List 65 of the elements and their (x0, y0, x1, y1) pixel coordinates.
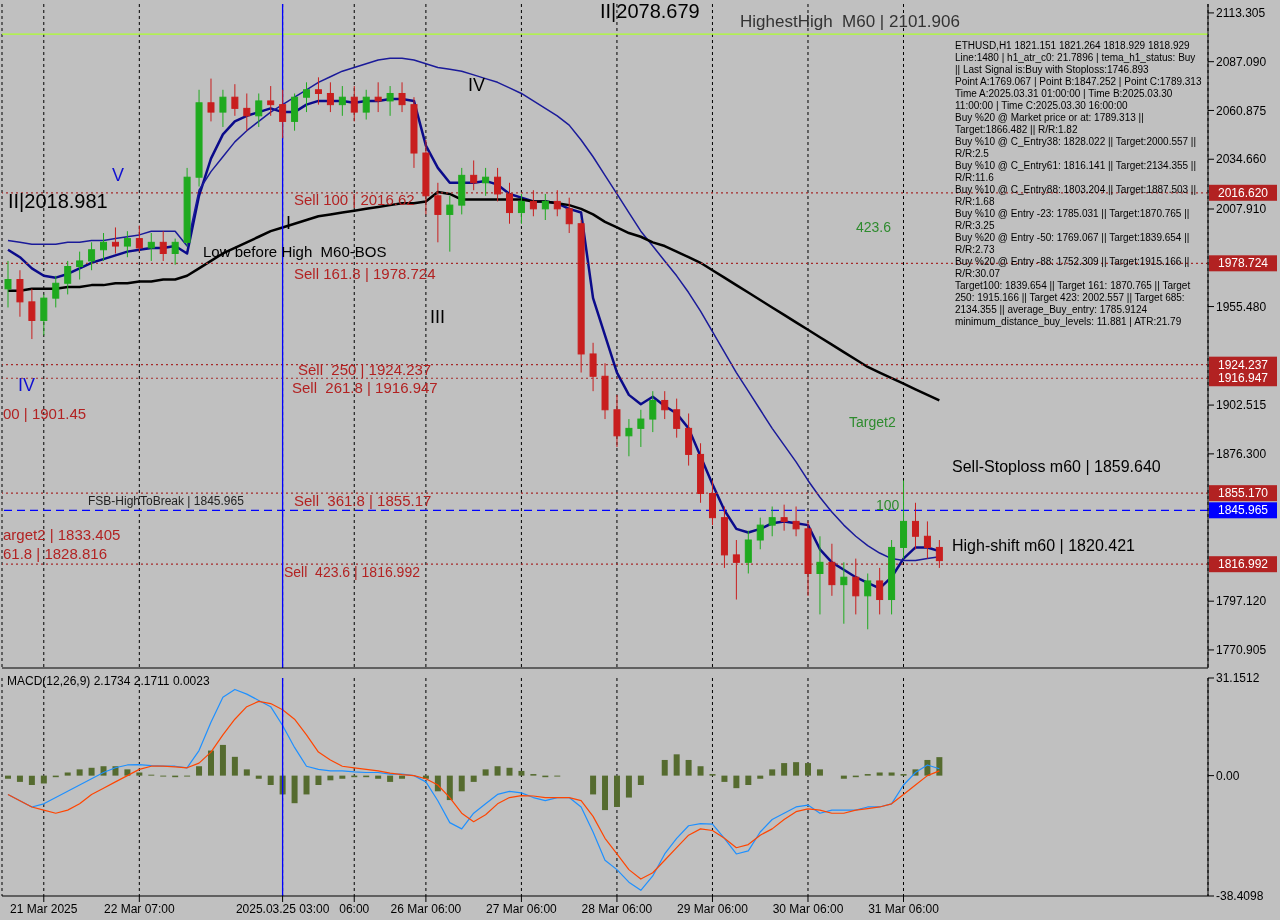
y-tick-label: 2034.660 (1216, 152, 1267, 167)
annotation: Time A:2025.03.31 01:00:00 | Time B:2025.03.30 11:00:00 | Time C:2025.03.30 16:00:00 (955, 88, 1174, 112)
y-tick-label: 2007.910 (1216, 202, 1267, 217)
x-tick-label: 31 Mar 06:00 (868, 901, 940, 916)
annotation: MACD(12,26,9) 2.1734 2.1711 0.0023 (7, 674, 210, 689)
x-tick-label: 06:00 (339, 901, 370, 916)
y-tick-label: 2087.090 (1216, 54, 1267, 69)
ref-line-label: 1845.965 (1217, 503, 1269, 518)
annotation: Buy %10 @ C_Entry38: 1828.022 || Target:2000.557 || R/R:2.5 (955, 136, 1198, 160)
annotation: Buy %20 @ Entry -50: 1769.067 || Target:1839.654 || R/R:2.73 (955, 232, 1191, 256)
annotation: III (430, 307, 446, 328)
annotation: Buy %10 @ C_Entry88: 1803.204 || Target:1887.503 || R/R:1.68 (955, 184, 1198, 208)
annotation: 00 | 1901.45 (3, 405, 87, 423)
y-tick-label: -38.4098 (1216, 889, 1264, 904)
annotation: minimum_distance_buy_levels: 11.881 | ATR:21.79 (955, 316, 1183, 328)
x-tick-label: 28 Mar 06:00 (581, 901, 653, 916)
ref-line-label: 1916.947 (1217, 371, 1269, 386)
annotation: IV (18, 375, 36, 396)
ref-line-label: 1978.724 (1217, 256, 1269, 271)
x-tick-label: 30 Mar 06:00 (772, 901, 844, 916)
y-tick-label: 0.00 (1216, 768, 1240, 783)
ref-line-label: 2016.620 (1217, 185, 1269, 200)
annotation: Sell 423.6 | 1816.992 (284, 564, 420, 581)
ref-line-label: 1816.992 (1217, 557, 1269, 572)
ref-line-label: 1924.237 (1217, 357, 1269, 372)
y-tick-label: 1770.905 (1216, 643, 1267, 658)
y-tick-label: 1876.300 (1216, 447, 1267, 462)
x-tick-label: 21 Mar 2025 (10, 901, 78, 916)
annotation: Buy %20 @ Market price or at: 1789.313 || Target:1866.482 || R/R:1.82 (955, 112, 1145, 136)
annotation: Line:1480 | h1_atr_c0: 21.7896 | tema_h1_status: Buy || Last Signal is:Buy with Stoploss:1746.893 (955, 52, 1197, 76)
y-tick-label: 1902.515 (1216, 398, 1267, 413)
annotation: Target2 (849, 414, 896, 431)
x-tick-label: 26 Mar 06:00 (390, 901, 462, 916)
annotation: Buy %20 @ Entry -88: 1752.309 || Target:1915.166 || R/R:30.07 (955, 256, 1191, 280)
annotation: II|2078.679 (600, 0, 700, 22)
x-tick-label: 27 Mar 06:00 (486, 901, 558, 916)
annotation: Sell 361.8 | 1855.17 (294, 492, 432, 510)
x-tick-label: 2025.03.25 03:00 (235, 901, 330, 916)
annotation: II|2018.981 (8, 190, 108, 212)
annotation: Buy %10 @ Entry -23: 1785.031 || Target:1870.765 || R/R:3.25 (955, 208, 1191, 232)
annotation: 100 (876, 497, 900, 514)
annotation: FSB-HighToBreak | 1845.965 (88, 494, 244, 509)
y-tick-label: 1797.120 (1216, 594, 1267, 609)
annotation: Sell 100 | 2016.62 (294, 191, 415, 209)
y-tick-label: 31.1512 (1216, 671, 1260, 686)
x-tick-label: 29 Mar 06:00 (677, 901, 749, 916)
annotation: ETHUSD,H1 1821.151 1821.264 1818.929 1818.929 (955, 40, 1191, 52)
annotation: Buy %10 @ C_Entry61: 1816.141 || Target:2134.355 || R/R:11.6 (955, 160, 1198, 184)
annotation: IV (468, 75, 486, 96)
annotation: Point A:1769.067 | Point B:1847.252 | Point C:1789.313 (955, 76, 1203, 88)
annotation: Sell 261.8 | 1916.947 (292, 379, 438, 397)
annotation: Sell 161.8 | 1978.724 (294, 265, 436, 283)
ref-line-label: 1855.170 (1217, 486, 1269, 501)
annotation: High-shift m60 | 1820.421 (952, 537, 1135, 555)
annotation: V (112, 165, 125, 186)
x-tick-label: 22 Mar 07:00 (103, 901, 175, 916)
annotation: 61.8 | 1828.816 (3, 545, 107, 563)
annotation: Sell-Stoploss m60 | 1859.640 (952, 458, 1161, 476)
y-tick-label: 1955.480 (1216, 299, 1267, 314)
annotation: 423.6 (856, 219, 892, 236)
annotation: Sell 250 | 1924.237 (298, 361, 432, 379)
annotation: HighestHigh M60 | 2101.906 (740, 12, 960, 32)
y-tick-label: 2113.305 (1216, 6, 1266, 21)
y-tick-label: 2060.875 (1216, 103, 1267, 118)
annotation: arget2 | 1833.405 (3, 526, 121, 544)
